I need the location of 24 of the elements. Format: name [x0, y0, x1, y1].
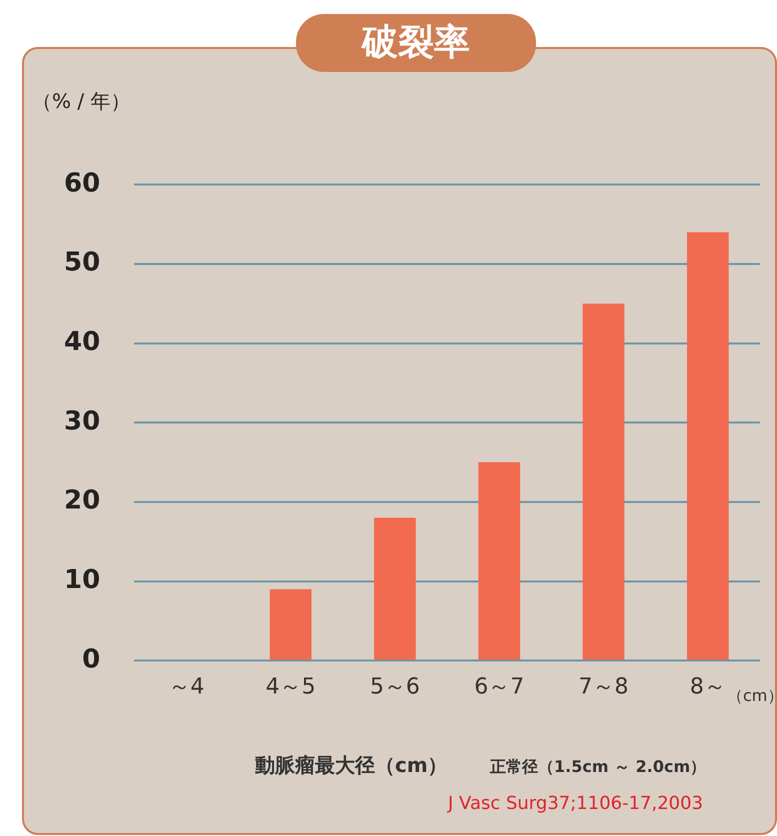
x-tick-label: 6～7 — [474, 674, 524, 700]
x-tick-label: 4～5 — [266, 674, 316, 700]
bar — [686, 232, 729, 660]
x-axis-title: 動脈瘤最大径（cm） — [255, 752, 448, 779]
bar — [270, 589, 312, 660]
text: （cm） — [727, 686, 777, 707]
y-tick-label: 40 — [64, 327, 100, 358]
text: 正常径（1.5cm ～ 2.0cm） — [490, 757, 706, 778]
bar — [478, 462, 520, 660]
y-tick-label: 50 — [64, 248, 100, 278]
y-tick-label: 10 — [64, 565, 100, 596]
y-axis-title: （% / 年） — [32, 88, 130, 115]
x-tick-label: ～4 — [168, 674, 204, 700]
y-tick-label: 60 — [64, 168, 100, 198]
y-tick-label: 30 — [64, 406, 100, 436]
text: J Vasc Surg37;1106-17,2003 — [448, 793, 704, 814]
x-tick-label: 8～ — [690, 674, 726, 700]
y-tick-label: 0 — [82, 644, 100, 674]
bar — [374, 518, 416, 660]
x-tick-label: 7～8 — [578, 674, 629, 700]
bar — [582, 304, 624, 660]
chart-title: 破裂率 — [296, 14, 536, 72]
y-tick-label: 20 — [64, 486, 100, 516]
x-tick-label: 5～6 — [370, 674, 420, 700]
